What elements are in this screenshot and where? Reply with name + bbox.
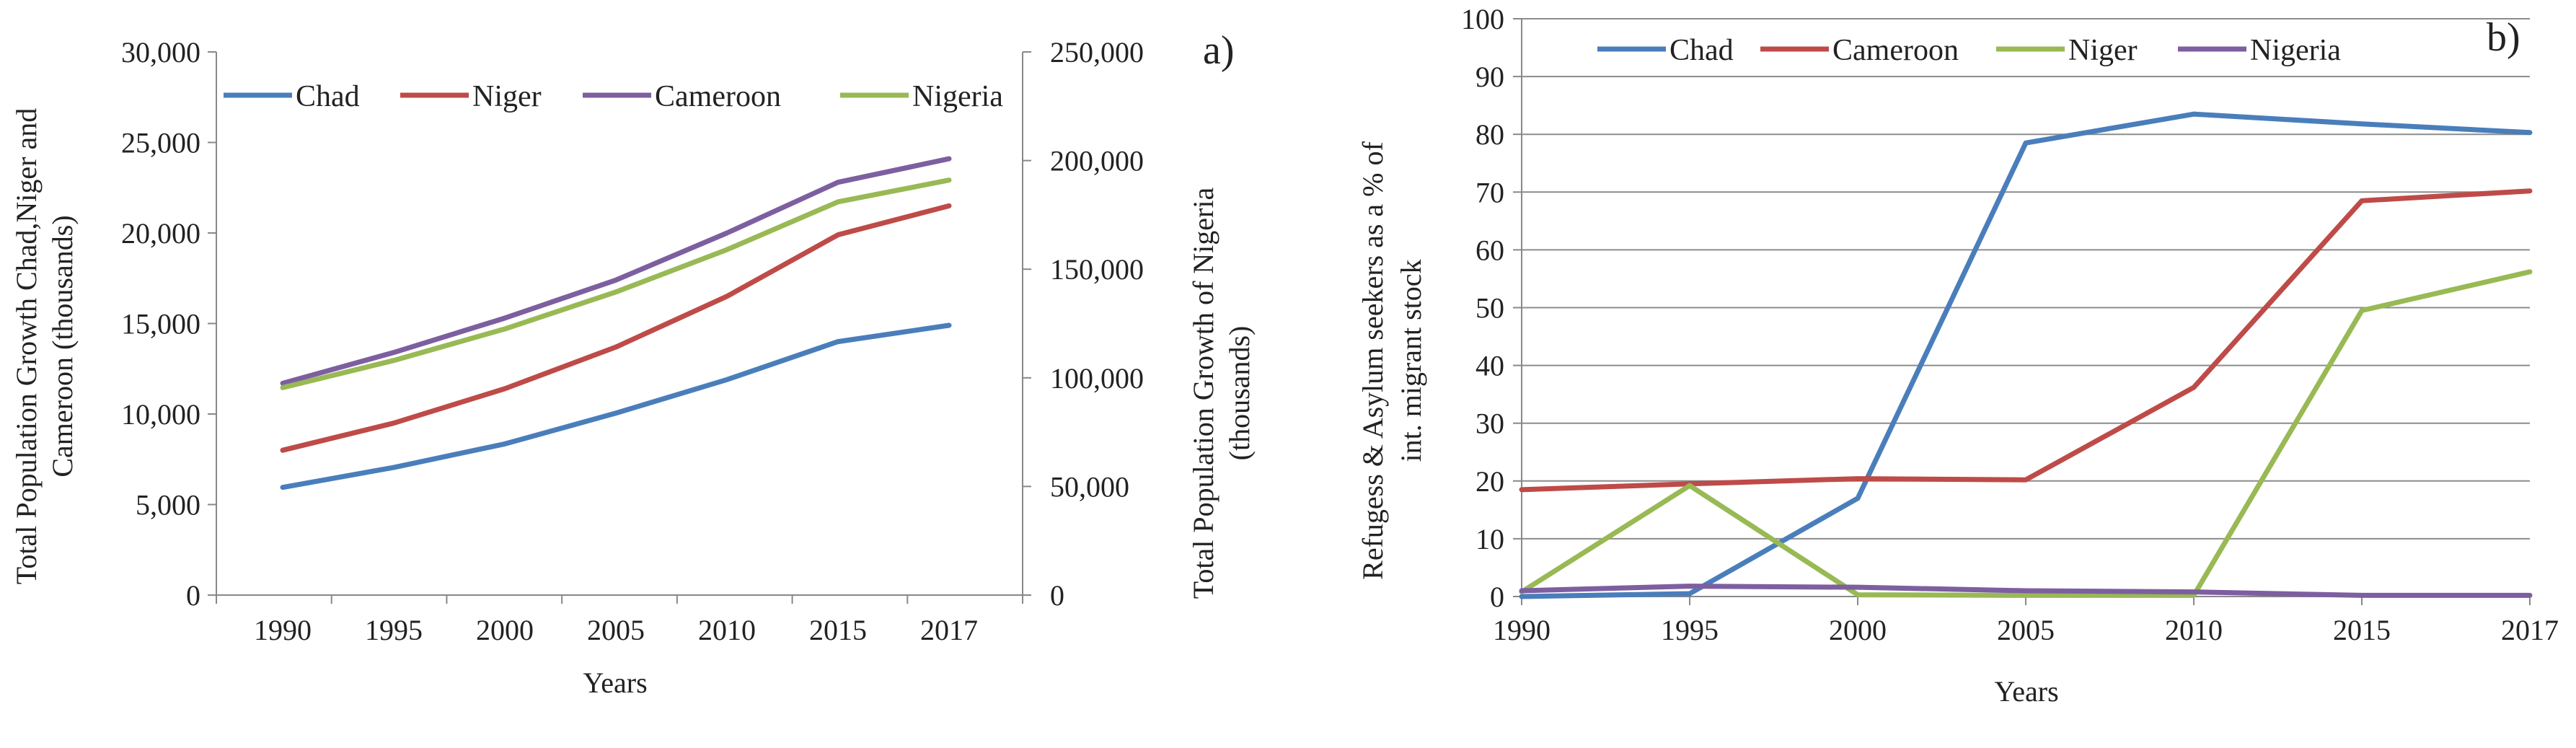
chart-b-x-tick-label: 1990 [1493, 614, 1551, 646]
chart-a-legend: Chad Niger Cameroon Nigeria [224, 80, 1003, 113]
chart-b: 0 10 20 30 40 50 60 70 80 90 100 1990 1995 2000 2005 20… [1357, 3, 2559, 708]
chart-b-legend-label-chad: Chad [1669, 34, 1734, 67]
chart-a-y2-tick-label: 100,000 [1050, 362, 1144, 395]
chart-b-x-axis-label: Years [1994, 675, 2058, 708]
chart-a-y-tick-label: 0 [186, 579, 200, 612]
chart-b-y-tick-label: 90 [1476, 61, 1504, 93]
chart-a-series-line-cameroon [280, 156, 952, 386]
chart-a-series-line-niger [280, 203, 952, 453]
chart-b-series-line-niger [1519, 269, 2533, 598]
chart-b-x-tick-label: 2000 [1829, 614, 1887, 646]
chart-b-x-tick-label: 2010 [2165, 614, 2223, 646]
chart-a-x-tick-label: 2000 [476, 614, 534, 646]
chart-b-y-tick-label: 60 [1476, 234, 1504, 266]
chart-a-y-tick-label: 10,000 [121, 398, 200, 431]
chart-b-series-line-cameroon [1519, 188, 2533, 493]
chart-a-lines [280, 156, 952, 490]
chart-a-x-tick-label: 2005 [587, 614, 645, 646]
chart-a-y2-tick-label: 50,000 [1050, 470, 1129, 503]
chart-a-x-tick-label: 1995 [365, 614, 423, 646]
chart-a-y2-tick-label: 200,000 [1050, 145, 1144, 177]
chart-a-series-line-chad [280, 322, 952, 490]
chart-b-y-tick-label: 20 [1476, 465, 1504, 498]
chart-b-x-tick-label: 1995 [1661, 614, 1719, 646]
chart-a-y2-axis-label-line1: Total Population Growth of Nigeria [1187, 188, 1219, 599]
chart-b-y-tick-label: 30 [1476, 408, 1504, 440]
chart-b-y-tick-label: 10 [1476, 523, 1504, 555]
chart-a-x-tick-label: 2010 [698, 614, 756, 646]
chart-b-y-tick-label: 80 [1476, 118, 1504, 151]
chart-a-legend-label-chad: Chad [296, 80, 360, 113]
chart-a-y-tick-label: 20,000 [121, 217, 200, 250]
chart-a-legend-label-cameroon: Cameroon [655, 80, 781, 113]
chart-a-series-line-nigeria [280, 177, 952, 390]
chart-b-y-tick-label: 100 [1461, 3, 1504, 35]
chart-a-axes: 0 5,000 10,000 15,000 20,000 25,000 30,000 0 50,… [121, 36, 1144, 646]
chart-a-x-tick-label: 2015 [809, 614, 867, 646]
chart-b-y-axis-label-line2: int. migrant stock [1395, 259, 1427, 462]
chart-a-y-axis-label-line2: Cameroon (thousands) [46, 215, 79, 477]
chart-a-y-tick-label: 30,000 [121, 36, 200, 69]
chart-a-y2-axis-label-line2: (thousands) [1223, 326, 1256, 461]
chart-b-lines [1519, 111, 2533, 599]
chart-b-legend-label-niger: Niger [2068, 34, 2138, 67]
chart-a-panel-label: a) [1203, 28, 1235, 73]
chart-b-axes: 0 10 20 30 40 50 60 70 80 90 100 1990 1995 2000 2005 20… [1461, 3, 2559, 646]
chart-a-y-tick-label: 25,000 [121, 127, 200, 159]
chart-b-y-tick-label: 70 [1476, 176, 1504, 208]
chart-a-x-axis-label: Years [583, 666, 647, 699]
chart-b-series-line-nigeria [1519, 584, 2533, 598]
chart-a-y-tick-label: 15,000 [121, 308, 200, 340]
chart-a-y-tick-label: 5,000 [136, 489, 200, 522]
chart-b-gridlines [1522, 18, 2530, 540]
chart-a-x-tick-label: 1990 [254, 614, 312, 646]
chart-a-x-tick-label: 2017 [920, 614, 978, 646]
chart-a-y-axis-label-line1: Total Population Growth Chad,Niger and [10, 108, 43, 584]
chart-b-y-tick-label: 50 [1476, 292, 1504, 325]
chart-a: 0 5,000 10,000 15,000 20,000 25,000 30,000 0 50,… [10, 28, 1256, 699]
chart-a-y2-tick-label: 150,000 [1050, 253, 1144, 286]
chart-b-x-tick-label: 2005 [1997, 614, 2055, 646]
chart-b-y-axis-label-line1: Refugess & Asylum seekers as a % of [1357, 141, 1389, 579]
chart-b-series-line-chad [1519, 111, 2533, 599]
chart-b-x-tick-label: 2015 [2333, 614, 2391, 646]
chart-b-legend-label-cameroon: Cameroon [1832, 34, 1959, 67]
chart-b-panel-label: b) [2487, 15, 2520, 60]
chart-b-legend: Chad Cameroon Niger Nigeria [1597, 34, 2341, 67]
chart-b-y-tick-label: 0 [1490, 581, 1504, 613]
chart-b-x-tick-label: 2017 [2501, 614, 2559, 646]
chart-b-legend-label-nigeria: Nigeria [2250, 34, 2341, 67]
chart-a-y2-tick-label: 250,000 [1050, 36, 1144, 69]
chart-b-y-tick-label: 40 [1476, 350, 1504, 382]
chart-a-legend-label-nigeria: Nigeria [912, 80, 1003, 113]
chart-a-legend-label-niger: Niger [472, 80, 542, 113]
chart-a-y2-tick-label: 0 [1050, 579, 1064, 612]
